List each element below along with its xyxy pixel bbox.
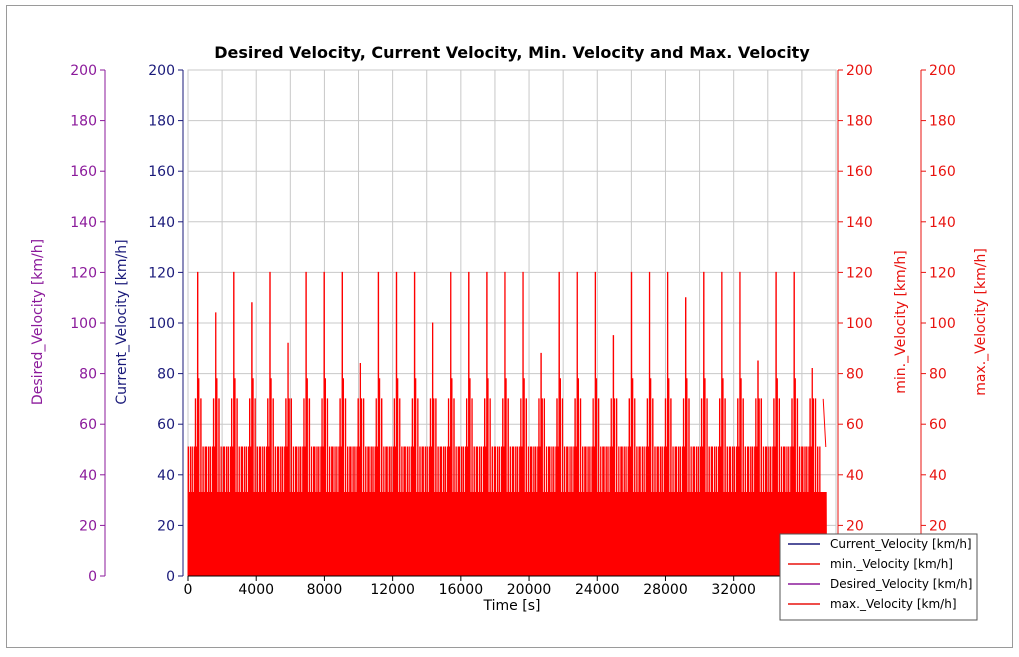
tick-label: 80 — [929, 367, 947, 383]
tick-label: 60 — [929, 417, 947, 433]
tick-label: 0 — [88, 569, 97, 585]
x-tick-label: 8000 — [307, 582, 343, 598]
legend-item-label: min._Velocity [km/h] — [830, 557, 953, 571]
tick-label: 140 — [846, 215, 873, 231]
tick-label: 180 — [929, 114, 956, 130]
tick-label: 80 — [79, 367, 97, 383]
tick-label: 40 — [79, 468, 97, 484]
tick-label: 20 — [157, 518, 175, 534]
legend-item-label: Current_Velocity [km/h] — [830, 537, 972, 551]
legend-item-label: Desired_Velocity [km/h] — [830, 577, 972, 591]
tick-label: 200 — [846, 63, 873, 79]
tick-label: 120 — [929, 265, 956, 281]
axis-label-min: min._Velocity [km/h] — [893, 250, 909, 393]
x-tick-label: 4000 — [238, 582, 274, 598]
tick-label: 160 — [846, 164, 873, 180]
plot-area — [187, 271, 827, 577]
x-tick-label: 16000 — [439, 582, 484, 598]
tick-label: 200 — [148, 63, 175, 79]
axis-label-desired: Desired_Velocity [km/h] — [30, 239, 46, 405]
axis-label-max: max._Velocity [km/h] — [973, 248, 989, 396]
tick-label: 160 — [929, 164, 956, 180]
tick-label: 160 — [148, 164, 175, 180]
chart-title: Desired Velocity, Current Velocity, Min.… — [214, 43, 810, 62]
tick-label: 80 — [846, 367, 864, 383]
tick-label: 140 — [929, 215, 956, 231]
x-tick-label: 0 — [184, 582, 193, 598]
x-tick-label: 24000 — [575, 582, 620, 598]
tick-label: 180 — [148, 114, 175, 130]
legend: Current_Velocity [km/h] min._Velocity [km… — [779, 533, 978, 621]
tick-label: 200 — [929, 63, 956, 79]
legend-item-label: max._Velocity [km/h] — [830, 597, 957, 611]
tick-label: 60 — [157, 417, 175, 433]
series-velocity-trace — [187, 271, 827, 577]
tick-label: 140 — [148, 215, 175, 231]
tick-label: 120 — [148, 265, 175, 281]
axes: 020406080100120140160180200Desired_Veloc… — [30, 63, 989, 598]
tick-label: 20 — [846, 518, 864, 534]
tick-label: 40 — [157, 468, 175, 484]
tick-label: 180 — [846, 114, 873, 130]
x-tick-label: 12000 — [370, 582, 415, 598]
tick-label: 40 — [929, 468, 947, 484]
legend-box — [779, 533, 978, 621]
tick-label: 140 — [70, 215, 97, 231]
tick-label: 120 — [846, 265, 873, 281]
tick-label: 100 — [70, 316, 97, 332]
tick-label: 60 — [79, 417, 97, 433]
tick-label: 120 — [70, 265, 97, 281]
tick-label: 20 — [79, 518, 97, 534]
tick-label: 180 — [70, 114, 97, 130]
tick-label: 200 — [70, 63, 97, 79]
tick-label: 40 — [846, 468, 864, 484]
tick-label: 60 — [846, 417, 864, 433]
tick-label: 20 — [929, 518, 947, 534]
x-tick-label: 28000 — [643, 582, 688, 598]
x-axis-label: Time [s] — [483, 598, 541, 614]
tick-label: 160 — [70, 164, 97, 180]
tick-label: 0 — [166, 569, 175, 585]
tick-label: 80 — [157, 367, 175, 383]
x-tick-label: 20000 — [507, 582, 552, 598]
tick-label: 100 — [929, 316, 956, 332]
x-tick-label: 32000 — [711, 582, 756, 598]
tick-label: 100 — [846, 316, 873, 332]
axis-label-current: Current_Velocity [km/h] — [114, 239, 130, 404]
tick-label: 100 — [148, 316, 175, 332]
